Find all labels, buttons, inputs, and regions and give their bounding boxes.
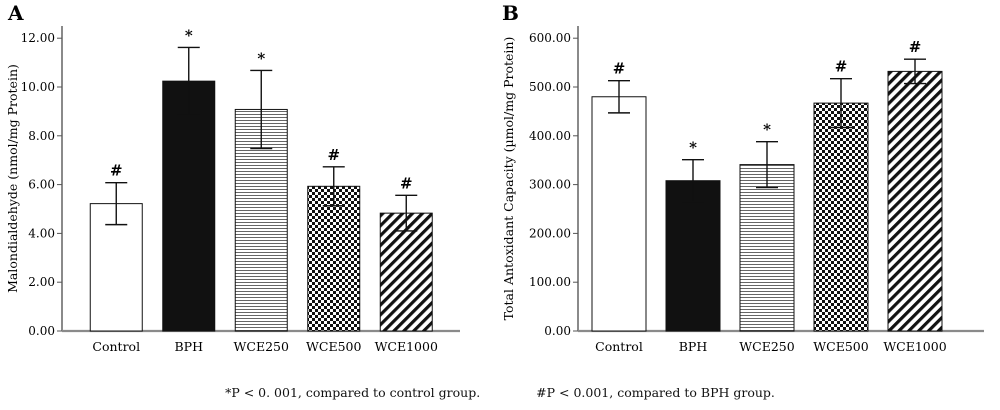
y-tick-label: 100.00 xyxy=(529,275,571,289)
x-tick-label: WCE250 xyxy=(739,339,794,354)
y-tick-label: 8.00 xyxy=(28,129,55,143)
y-tick-label: 200.00 xyxy=(529,226,571,240)
panel-label: A xyxy=(7,1,24,25)
y-tick-label: 600.00 xyxy=(529,31,571,45)
bar xyxy=(665,180,721,332)
footnote-star: *P < 0. 001, compared to control group. xyxy=(225,385,481,400)
bar xyxy=(739,164,795,332)
footnote-hash: #P < 0.001, compared to BPH group. xyxy=(536,385,775,400)
bar xyxy=(813,102,869,332)
significance-marker: # xyxy=(327,146,340,164)
significance-marker: # xyxy=(613,60,626,78)
significance-marker: # xyxy=(835,58,848,76)
y-axis-label: Malondialdehyde (nmol/mg Protein) xyxy=(5,64,20,293)
x-tick-label: Control xyxy=(595,339,643,354)
significance-marker: # xyxy=(400,174,413,192)
y-tick-label: 0.00 xyxy=(544,324,571,338)
y-axis-label: Total Antoxidant Capacity (µmol/mg Prote… xyxy=(501,37,516,321)
bar xyxy=(887,70,943,332)
y-tick-label: 400.00 xyxy=(529,129,571,143)
y-tick-label: 500.00 xyxy=(529,80,571,94)
x-tick-label: BPH xyxy=(175,339,204,354)
footnote: *P < 0. 001, compared to control group. … xyxy=(0,385,1000,400)
panel-label: B xyxy=(502,1,519,25)
significance-marker: * xyxy=(185,26,193,44)
significance-marker: # xyxy=(110,162,123,180)
x-tick-label: WCE1000 xyxy=(883,339,946,354)
y-tick-label: 2.00 xyxy=(28,275,55,289)
significance-marker: # xyxy=(909,38,922,56)
bar xyxy=(162,80,216,332)
significance-marker: * xyxy=(689,139,697,157)
y-tick-label: 6.00 xyxy=(28,178,55,192)
x-tick-label: WCE500 xyxy=(306,339,361,354)
panel-b-chart: B Total Antoxidant Capacity (µmol/mg Prot… xyxy=(501,1,984,354)
bar xyxy=(307,185,361,332)
y-tick-label: 300.00 xyxy=(529,178,571,192)
y-tick-label: 12.00 xyxy=(21,31,55,45)
y-tick-label: 4.00 xyxy=(28,226,55,240)
y-tick-label: 0.00 xyxy=(28,324,55,338)
y-tick-label: 10.00 xyxy=(21,80,55,94)
x-tick-label: BPH xyxy=(679,339,708,354)
x-tick-label: Control xyxy=(92,339,140,354)
x-tick-label: WCE500 xyxy=(813,339,868,354)
x-tick-label: WCE1000 xyxy=(375,339,438,354)
x-tick-label: WCE250 xyxy=(234,339,289,354)
bar xyxy=(591,96,647,332)
significance-marker: * xyxy=(763,121,771,139)
significance-marker: * xyxy=(257,49,265,67)
panel-a-chart: A Malondialdehyde (nmol/mg Protein) 0.00 2.… xyxy=(5,1,460,354)
